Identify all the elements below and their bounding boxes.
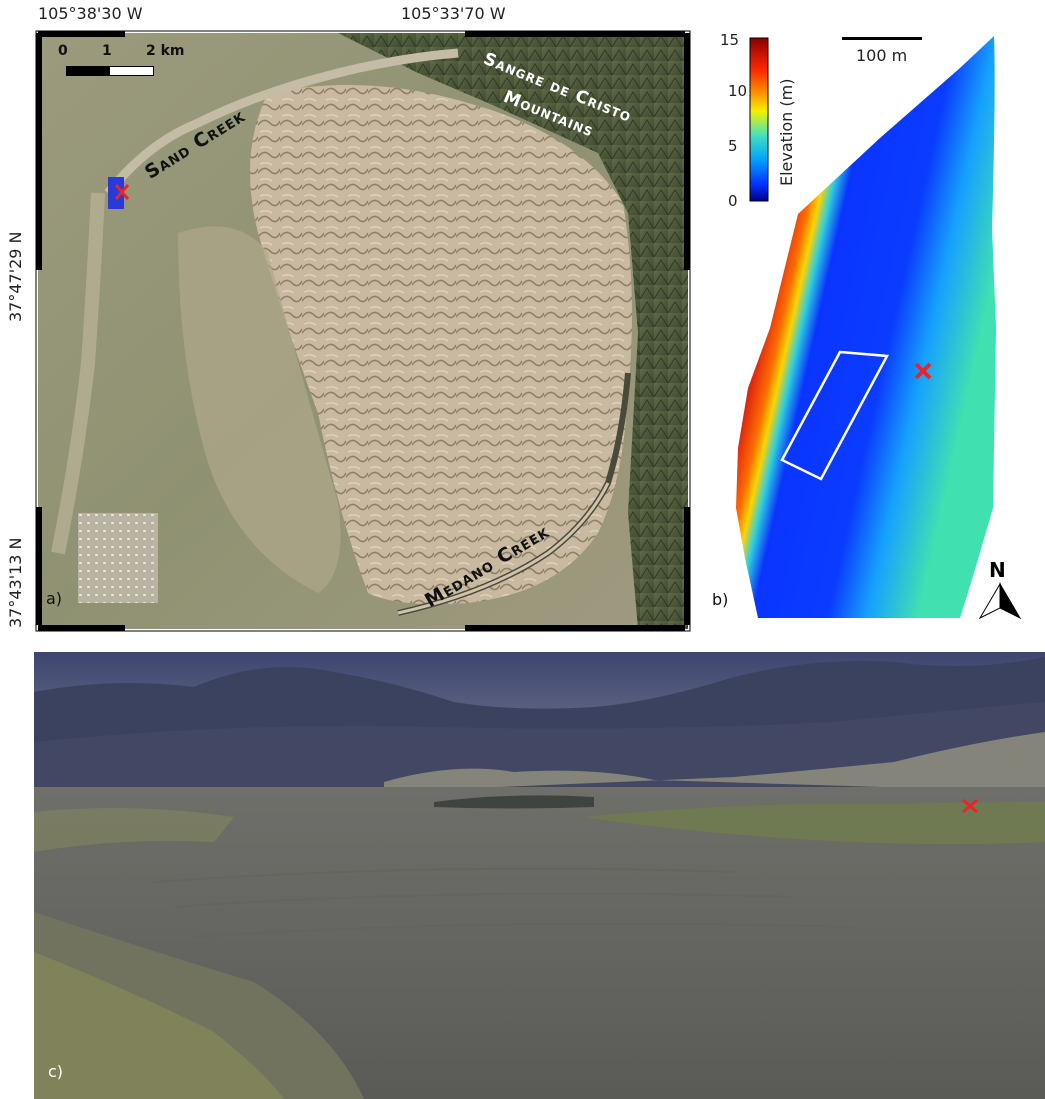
- colorbar-title: Elevation (m): [777, 78, 796, 186]
- map-frame: [35, 30, 691, 632]
- satellite-map[interactable]: 0 1 2 km Sand Creek Sangre de Cristo Mou…: [38, 33, 688, 629]
- colorbar-tick-5: 5: [728, 137, 738, 155]
- field-photo[interactable]: c): [34, 652, 1045, 1099]
- lat-label-north: 37°47'29 N: [6, 231, 25, 322]
- scale-bar: [66, 66, 154, 76]
- panel-c-label: c): [48, 1062, 64, 1081]
- scale-bar-b: [842, 37, 922, 40]
- landscape-photo: [34, 652, 1045, 1099]
- dem-surface: [736, 36, 996, 618]
- colorbar-tick-0: 0: [728, 192, 738, 210]
- north-arrow-icon: [978, 582, 1022, 620]
- colorbar-tick-10: 10: [728, 82, 748, 100]
- site-marker-c: [962, 798, 978, 814]
- lon-label-east: 105°33'70 W: [401, 4, 506, 23]
- study-rectangle: [780, 350, 890, 481]
- panel-b-label: b): [712, 590, 729, 609]
- site-marker: [114, 184, 130, 200]
- elevation-model[interactable]: [700, 28, 1045, 628]
- colorbar: [749, 37, 769, 202]
- colorbar-tick-15: 15: [720, 31, 740, 49]
- study-area-box: [108, 177, 124, 209]
- panel-a-label: a): [46, 589, 63, 608]
- satellite-image: [38, 33, 688, 629]
- scale-bar-label: 100 m: [856, 46, 908, 65]
- scale-tick-0: 0: [58, 43, 68, 59]
- north-label: N: [989, 558, 1006, 582]
- lon-label-west: 105°38'30 W: [38, 4, 143, 23]
- lat-label-south: 37°43'13 N: [6, 537, 25, 628]
- scale-tick-1: 1: [102, 43, 112, 59]
- site-marker-b: [914, 362, 932, 380]
- scale-tick-2: 2 km: [146, 43, 185, 59]
